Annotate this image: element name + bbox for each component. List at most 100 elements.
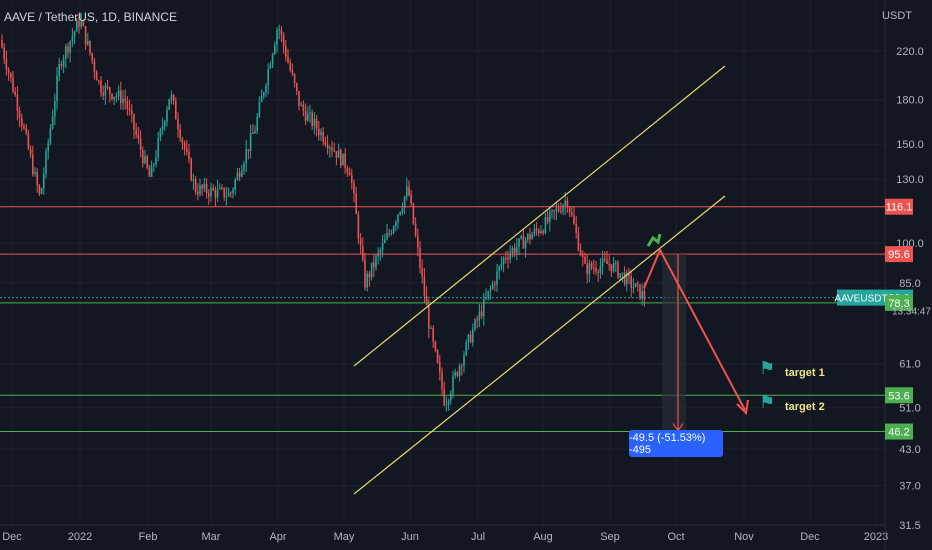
candle-body (199, 185, 201, 195)
candle-body (51, 116, 54, 129)
candle-body (142, 150, 144, 163)
candle-body (353, 182, 355, 194)
candle-body (588, 263, 591, 275)
candle-body (555, 208, 558, 212)
candle-body (575, 223, 577, 233)
candle-body (428, 305, 430, 329)
candle-body (577, 232, 580, 251)
y-tick-label: 130.0 (896, 174, 924, 186)
candle-body (566, 200, 569, 208)
candle-body (529, 234, 531, 240)
candle-body (388, 233, 390, 235)
candle-body (601, 258, 604, 266)
candle-body (342, 153, 344, 166)
channel-line-upper (353, 65, 726, 367)
candle-body (535, 228, 538, 231)
candle-body (419, 247, 421, 268)
candle-body (236, 172, 239, 180)
candle-body (597, 271, 599, 274)
candle-body (390, 233, 393, 235)
candle-body (579, 250, 582, 256)
candle-body (432, 328, 434, 342)
y-tick-label: 180.0 (896, 95, 924, 107)
candle-body (115, 96, 118, 98)
candle-body (465, 341, 467, 356)
candle-body (263, 92, 265, 96)
candle-body (322, 131, 324, 142)
candle-body (219, 187, 221, 189)
candle-body (254, 131, 256, 134)
candle-body (531, 234, 533, 240)
candle-body (381, 242, 384, 251)
candle-body (166, 109, 168, 122)
candle-body (144, 156, 146, 163)
candle-body (227, 192, 230, 197)
candle-body (78, 20, 80, 27)
candle-body (608, 263, 610, 265)
candle-body (241, 170, 243, 177)
candle-body (445, 404, 448, 406)
candle-body (617, 262, 619, 278)
measure-region (662, 254, 686, 432)
candle-body (454, 372, 456, 376)
candle-body (45, 151, 47, 174)
candle-body (324, 141, 327, 145)
candle-body (359, 238, 362, 246)
candle-body (362, 245, 364, 260)
candle-body (120, 90, 122, 104)
candle-body (188, 151, 190, 160)
y-tick-label: 31.5 (899, 520, 920, 532)
candle-body (584, 256, 586, 264)
price-tag (885, 294, 913, 311)
candle-body (212, 187, 214, 191)
measure-box[interactable]: -49.5 (-51.53%) -495 (629, 430, 723, 457)
y-tick-label: 51.0 (899, 402, 920, 414)
candle-body (245, 149, 247, 164)
candle-body (146, 156, 148, 168)
candle-body (401, 207, 404, 212)
candle-body (452, 375, 454, 394)
candle-body (269, 64, 272, 69)
candle-body (302, 104, 305, 111)
candle-body (40, 188, 43, 194)
candle-body (256, 116, 258, 132)
candle-body (599, 265, 602, 274)
candle-body (155, 157, 157, 165)
candle-body (370, 262, 373, 278)
candle-body (527, 234, 529, 240)
candle-body (5, 59, 8, 70)
candle-body (456, 372, 459, 376)
candle-body (582, 255, 584, 257)
candle-body (595, 268, 597, 272)
candle-body (153, 164, 155, 166)
candle-body (16, 95, 19, 111)
candle-body (626, 272, 628, 285)
countdown-label: 13:34:47 (892, 307, 931, 318)
candle-body (483, 298, 485, 317)
candle-body (214, 190, 217, 198)
candle-body (357, 214, 360, 239)
candle-body (551, 210, 553, 212)
candle-body (208, 193, 210, 197)
candle-body (135, 129, 137, 135)
candle-body (3, 47, 5, 60)
x-tick-label: Aug (533, 531, 553, 543)
candle-body (56, 75, 58, 101)
candle-body (476, 319, 478, 321)
currency-label: USDT (882, 10, 912, 22)
candle-body (223, 187, 225, 198)
candle-body (73, 31, 76, 37)
candle-body (274, 44, 276, 55)
candle-body (586, 263, 588, 275)
candle-body (379, 250, 382, 253)
candle-body (95, 71, 98, 81)
candle-body (447, 400, 450, 405)
candle-body (408, 186, 410, 196)
candle-body (238, 172, 241, 177)
candle-body (197, 192, 199, 195)
candle-body (329, 147, 331, 149)
candle-body (538, 230, 540, 234)
candle-body (47, 142, 49, 152)
candle-body (12, 77, 14, 92)
